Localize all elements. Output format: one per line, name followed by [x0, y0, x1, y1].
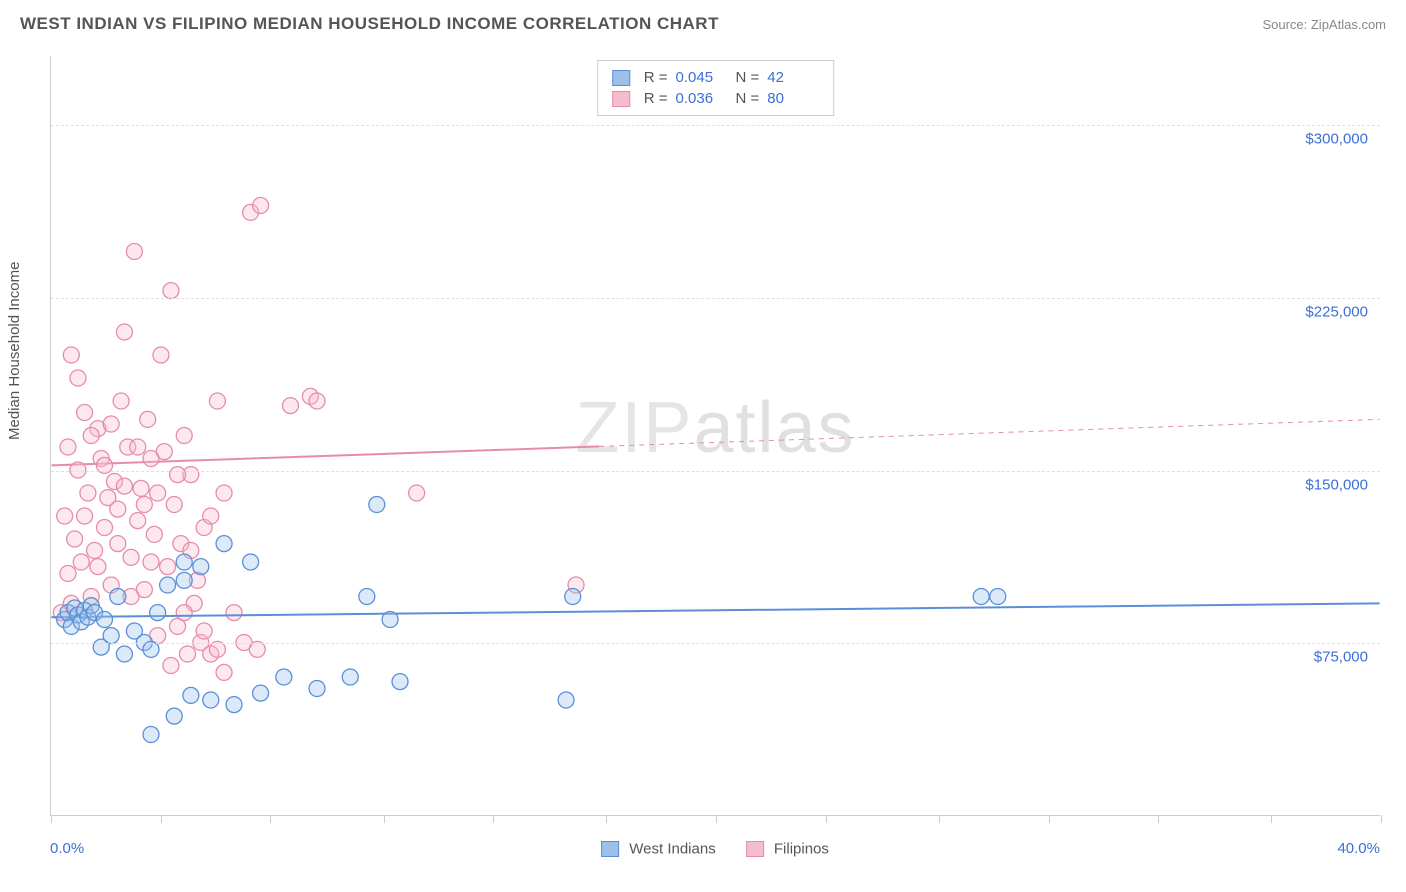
y-axis-label: Median Household Income	[6, 262, 23, 440]
x-max-label: 40.0%	[1337, 840, 1380, 857]
r-prefix: R =	[644, 69, 668, 86]
x-tick	[1271, 815, 1272, 823]
gridline	[51, 298, 1380, 299]
x-tick	[606, 815, 607, 823]
x-tick	[1158, 815, 1159, 823]
x-tick	[161, 815, 162, 823]
x-tick	[826, 815, 827, 823]
n-value-filipinos: 80	[767, 90, 819, 107]
r-value-filipinos: 0.036	[676, 90, 728, 107]
y-tick-label: $150,000	[1305, 476, 1368, 493]
swatch-filipinos-bottom	[746, 841, 764, 857]
swatch-filipinos	[612, 91, 630, 107]
chart-title: WEST INDIAN VS FILIPINO MEDIAN HOUSEHOLD…	[20, 14, 719, 34]
legend-item-filipinos: Filipinos	[746, 840, 829, 858]
chart-plot-area: ZIPatlas R = 0.045 N = 42 R = 0.036 N = …	[50, 56, 1380, 816]
x-tick	[1049, 815, 1050, 823]
legend-label-filipinos: Filipinos	[774, 841, 829, 858]
y-tick-label: $300,000	[1305, 131, 1368, 148]
stats-row-filipinos: R = 0.036 N = 80	[612, 88, 820, 109]
n-prefix: N =	[736, 69, 760, 86]
source-label: Source: ZipAtlas.com	[1262, 17, 1386, 32]
scatter-svg	[51, 56, 1380, 815]
legend-label-west-indians: West Indians	[629, 841, 715, 858]
x-tick	[1381, 815, 1382, 823]
r-value-west-indians: 0.045	[676, 69, 728, 86]
x-tick	[384, 815, 385, 823]
stats-row-west-indians: R = 0.045 N = 42	[612, 67, 820, 88]
gridline	[51, 643, 1380, 644]
y-tick-label: $225,000	[1305, 303, 1368, 320]
swatch-west-indians-bottom	[601, 841, 619, 857]
x-tick	[493, 815, 494, 823]
gridline	[51, 125, 1380, 126]
n-value-west-indians: 42	[767, 69, 819, 86]
x-tick	[51, 815, 52, 823]
x-tick	[939, 815, 940, 823]
y-tick-label: $75,000	[1314, 649, 1368, 666]
x-min-label: 0.0%	[50, 840, 84, 857]
r-prefix: R =	[644, 90, 668, 107]
n-prefix: N =	[736, 90, 760, 107]
x-tick	[716, 815, 717, 823]
swatch-west-indians	[612, 70, 630, 86]
correlation-stats-box: R = 0.045 N = 42 R = 0.036 N = 80	[597, 60, 835, 116]
legend-item-west-indians: West Indians	[601, 840, 716, 858]
gridline	[51, 471, 1380, 472]
x-tick	[270, 815, 271, 823]
bottom-legend: West Indians Filipinos	[601, 840, 829, 858]
